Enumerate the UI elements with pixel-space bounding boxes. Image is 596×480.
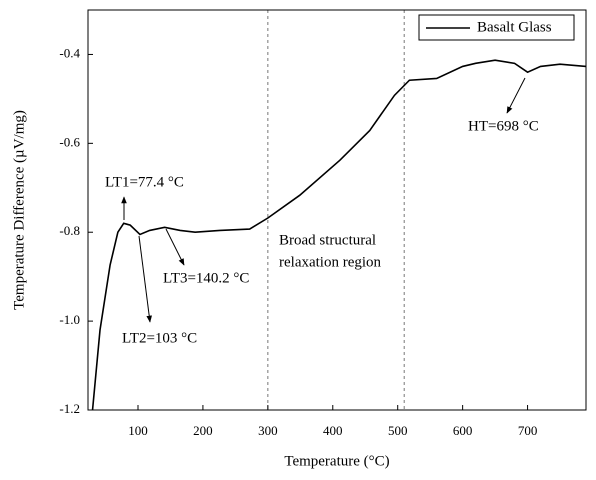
- x-tick-label: 700: [518, 423, 538, 438]
- y-tick-label: -0.6: [59, 134, 80, 149]
- annotation: Broad structural: [279, 232, 376, 248]
- annotation: relaxation region: [279, 254, 382, 270]
- legend-label: Basalt Glass: [477, 19, 552, 35]
- x-axis-label: Temperature (°C): [284, 453, 389, 469]
- x-tick-label: 600: [453, 423, 473, 438]
- data-line: [91, 59, 586, 410]
- x-tick-label: 300: [258, 423, 278, 438]
- annotation: LT3=140.2 °C: [163, 270, 249, 286]
- x-tick-label: 400: [323, 423, 343, 438]
- y-tick-label: -1.2: [59, 401, 80, 416]
- legend: Basalt Glass: [418, 14, 575, 41]
- x-tick-label: 500: [388, 423, 408, 438]
- annotations: LT1=77.4 °C LT2=103 °C LT3=140.2 °C HT=6…: [105, 77, 539, 346]
- arrow: [165, 228, 185, 266]
- x-tick-label: 100: [128, 423, 148, 438]
- y-tick-label: -0.8: [59, 223, 80, 238]
- annotation: LT1=77.4 °C: [105, 174, 184, 190]
- annotation: HT=698 °C: [468, 118, 539, 134]
- y-axis-label: Temperature Difference (µV/mg): [11, 110, 27, 310]
- y-tick-label: -1.0: [59, 312, 80, 327]
- arrow: [138, 235, 152, 323]
- arrow: [506, 77, 526, 114]
- annotation: LT2=103 °C: [122, 330, 197, 346]
- x-tick-label: 200: [193, 423, 213, 438]
- y-tick-label: -0.4: [59, 45, 80, 60]
- plot-frame: [87, 9, 587, 411]
